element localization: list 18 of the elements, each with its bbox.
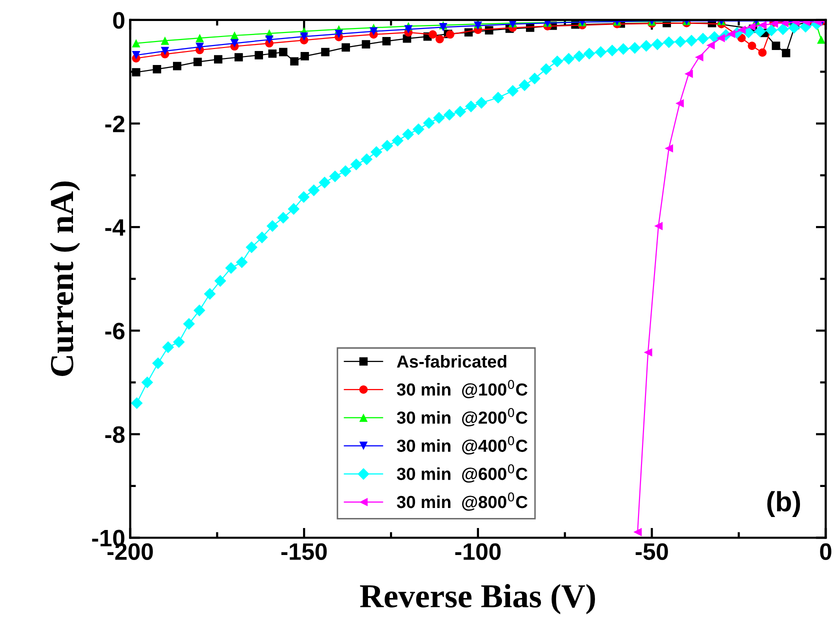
legend-label: 30 min @100$^{0}$C: [396, 380, 528, 398]
x-tick-label: -150: [281, 543, 327, 560]
x-tick-label: -50: [636, 543, 668, 560]
y-tick-label: -2: [105, 116, 124, 132]
y-tick-label: -4: [105, 219, 126, 236]
annotation: (b): [767, 491, 800, 518]
legend-label: 30 min @600$^{0}$C: [396, 464, 528, 483]
x-tick-label: -100: [455, 543, 501, 560]
y-tick-label: -6: [105, 322, 124, 340]
x-tick-label: 0: [820, 543, 832, 560]
legend-label: 30 min @200$^{0}$C: [396, 408, 528, 426]
legend-label: As-fabricated: [396, 354, 506, 368]
legend-label: 30 min @400$^{0}$C: [396, 436, 528, 455]
y-tick-label: -8: [105, 426, 125, 443]
y-axis-title: Current ( nA): [50, 182, 80, 376]
legend-label: 30 min @800$^{0}$C: [396, 492, 528, 511]
y-tick-label: 0: [113, 12, 124, 29]
x-axis-title: Reverse Bias (V): [360, 584, 595, 614]
